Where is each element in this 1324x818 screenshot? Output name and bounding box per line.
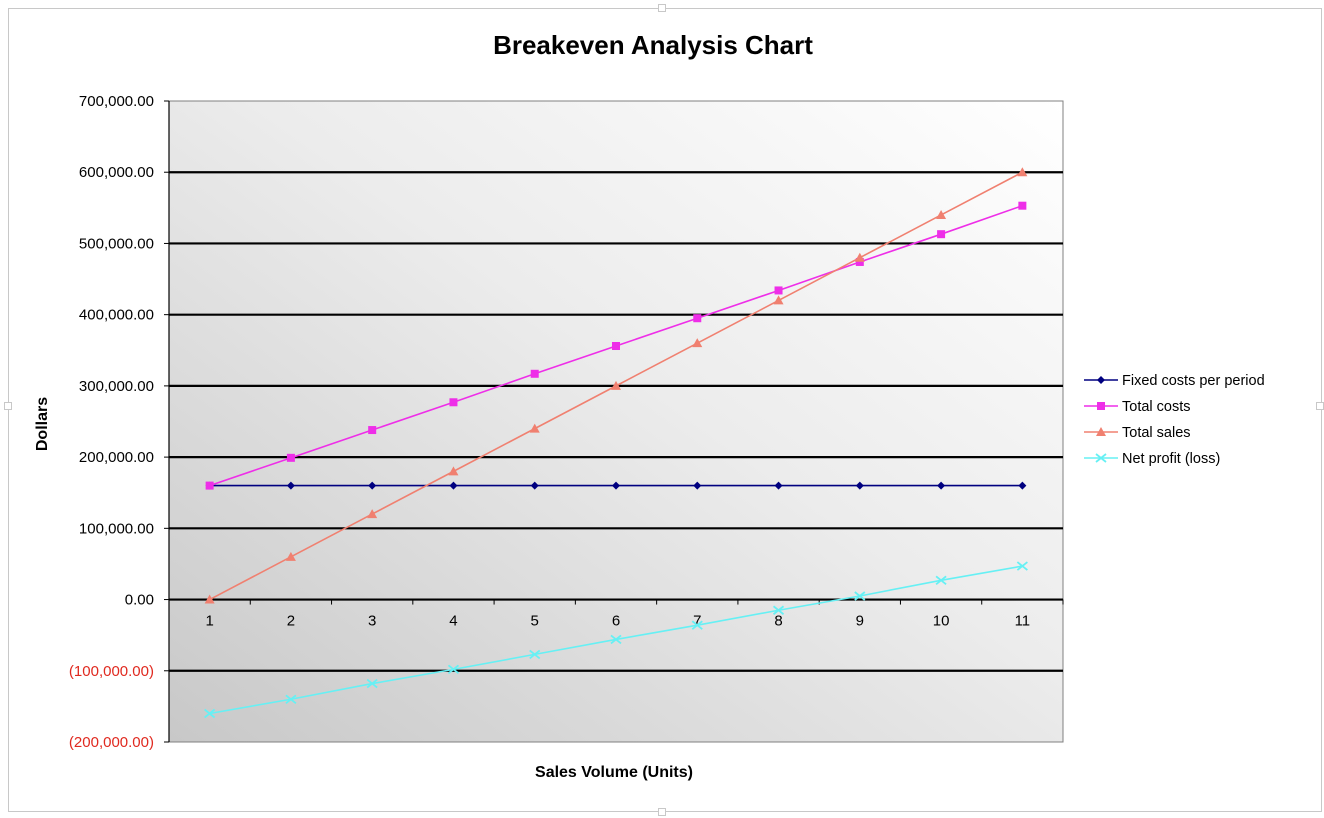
- data-point: [1018, 481, 1027, 490]
- data-point: [693, 481, 702, 490]
- resize-handle-left[interactable]: [4, 402, 12, 410]
- x-tick-label: 6: [612, 613, 620, 630]
- y-tick-label: (100,000.00): [69, 663, 154, 680]
- data-point: [855, 257, 864, 266]
- data-point: [285, 694, 297, 704]
- legend-item[interactable]: Total sales: [1084, 425, 1191, 441]
- x-tick-label: 5: [531, 613, 539, 630]
- data-point: [286, 481, 295, 490]
- data-point: [529, 423, 540, 433]
- marker-stroke: [610, 634, 622, 645]
- x-tick-label: 3: [368, 613, 376, 630]
- series-2: [204, 167, 1028, 604]
- legend-item[interactable]: Total costs: [1084, 399, 1191, 415]
- legend-marker: [1097, 402, 1105, 410]
- legend-marker: [1097, 376, 1105, 384]
- data-point: [854, 591, 866, 601]
- legend-label: Total sales: [1122, 425, 1191, 441]
- legend-marker: [1096, 427, 1106, 436]
- data-point: [286, 453, 295, 462]
- data-point: [366, 678, 378, 689]
- marker-stroke: [204, 708, 216, 719]
- marker-stroke: [935, 575, 947, 586]
- resize-handle-top[interactable]: [658, 4, 666, 12]
- data-point: [204, 708, 216, 719]
- y-tick-label: 500,000.00: [79, 235, 154, 252]
- data-point: [774, 481, 783, 490]
- x-axis-title: Sales Volume (Units): [535, 764, 693, 781]
- marker-stroke: [447, 664, 460, 675]
- x-tick-label: 2: [287, 613, 295, 630]
- x-tick-label: 9: [856, 613, 864, 630]
- data-point: [447, 664, 460, 675]
- marker-stroke: [772, 605, 785, 615]
- marker-stroke: [1095, 453, 1107, 463]
- y-tick-label: 400,000.00: [79, 307, 154, 324]
- data-point: [204, 594, 215, 604]
- data-point: [1016, 561, 1028, 571]
- plot-area: [168, 100, 1064, 743]
- x-tick-label: 11: [1015, 613, 1031, 630]
- marker-stroke: [691, 620, 703, 630]
- data-point: [773, 295, 784, 305]
- x-tick-label: 1: [205, 613, 213, 630]
- data-point: [367, 509, 378, 519]
- legend-item[interactable]: Net profit (loss): [1084, 451, 1220, 467]
- marker-stroke: [285, 694, 297, 704]
- resize-handle-bottom[interactable]: [658, 808, 666, 816]
- data-point: [610, 634, 622, 645]
- data-point: [529, 649, 541, 660]
- y-tick-label: 700,000.00: [79, 93, 154, 110]
- y-tick-label: 200,000.00: [79, 449, 154, 466]
- x-tick-label: 10: [933, 613, 950, 630]
- legend-label: Fixed costs per period: [1122, 373, 1265, 389]
- marker-stroke: [1016, 561, 1028, 571]
- data-point: [449, 481, 458, 490]
- legend-marker: [1095, 453, 1107, 463]
- data-point: [691, 620, 703, 630]
- y-tick-label: 0.00: [125, 592, 154, 609]
- y-tick-label: 600,000.00: [79, 164, 154, 181]
- data-point: [692, 338, 703, 348]
- legend-label: Total costs: [1122, 399, 1191, 415]
- y-axis-title: Dollars: [34, 397, 51, 451]
- marker-stroke: [529, 649, 541, 660]
- series-1: [205, 201, 1027, 490]
- data-point: [449, 398, 458, 407]
- series-3: [204, 561, 1028, 719]
- data-point: [937, 230, 946, 239]
- data-point: [205, 481, 214, 490]
- data-point: [368, 481, 377, 490]
- data-point: [530, 481, 539, 490]
- data-point: [937, 481, 946, 490]
- data-point: [530, 369, 539, 378]
- marker-stroke: [854, 591, 866, 601]
- data-point: [612, 481, 620, 490]
- data-point: [611, 380, 621, 390]
- y-tick-label: 300,000.00: [79, 378, 154, 395]
- data-point: [448, 466, 459, 476]
- x-tick-label: 7: [693, 613, 701, 630]
- marker-stroke: [366, 678, 378, 689]
- y-tick-label: 100,000.00: [79, 520, 154, 537]
- data-point: [1017, 167, 1028, 177]
- data-point: [612, 342, 620, 351]
- data-point: [774, 286, 783, 295]
- data-point: [935, 575, 947, 586]
- data-point: [936, 209, 947, 219]
- data-point: [693, 314, 702, 323]
- data-point: [772, 605, 785, 615]
- legend-item[interactable]: Fixed costs per period: [1084, 373, 1265, 389]
- y-tick-label: (200,000.00): [69, 734, 154, 751]
- data-point: [285, 551, 296, 561]
- data-point: [854, 252, 865, 262]
- data-point: [855, 481, 864, 490]
- x-tick-label: 4: [449, 613, 457, 630]
- x-tick-label: 8: [774, 613, 782, 630]
- data-point: [368, 426, 377, 435]
- data-point: [1018, 201, 1027, 210]
- legend-label: Net profit (loss): [1122, 451, 1220, 467]
- chart-title: Breakeven Analysis Chart: [493, 30, 813, 60]
